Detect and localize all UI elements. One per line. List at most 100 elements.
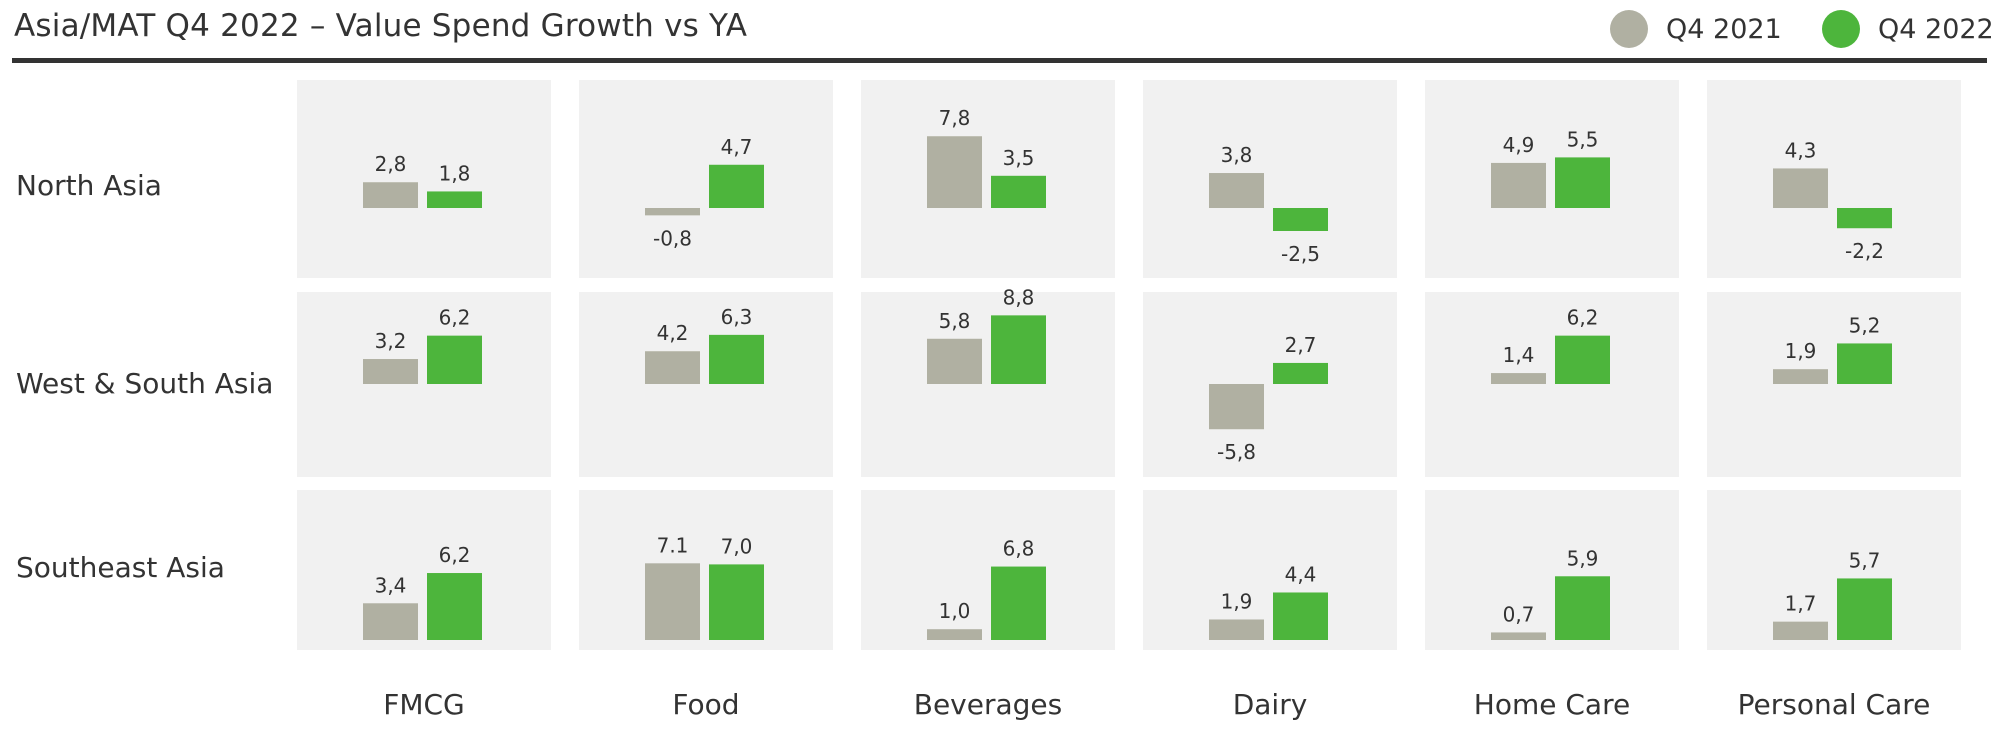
data-label-1-2-1: 8,8 [1003, 285, 1035, 309]
bar-0-5-1 [1837, 208, 1892, 229]
data-label-0-4-1: 5,5 [1567, 127, 1599, 151]
legend-label-q4-2021: Q4 2021 [1666, 13, 1782, 45]
panel-0-4 [1425, 80, 1679, 278]
bar-0-5-0 [1773, 168, 1828, 208]
bar-0-0-0 [363, 182, 418, 208]
bar-2-2-0 [927, 629, 982, 640]
data-label-1-2-0: 5,8 [939, 309, 971, 333]
bar-0-1-0 [645, 208, 700, 216]
panel-2-3 [1143, 490, 1397, 650]
data-label-2-1-1: 7,0 [721, 534, 753, 558]
panel-0-5 [1707, 80, 1961, 278]
data-label-2-5-1: 5,7 [1849, 548, 1881, 572]
bar-2-1-1 [709, 564, 764, 640]
bar-2-3-1 [1273, 592, 1328, 640]
bar-0-2-0 [927, 136, 982, 208]
data-label-1-4-1: 6,2 [1567, 306, 1599, 330]
data-label-2-1-0: 7.1 [657, 533, 689, 557]
row-label-north-asia: North Asia [16, 169, 162, 202]
legend-item-q4-2022: Q4 2022 [1822, 10, 1994, 48]
panel-1-1 [579, 292, 833, 477]
legend-swatch-q4-2022 [1822, 10, 1860, 48]
data-label-1-3-1: 2,7 [1285, 333, 1317, 357]
data-label-2-3-1: 4,4 [1285, 562, 1317, 586]
data-label-0-1-0: -0,8 [653, 226, 692, 250]
data-label-2-2-1: 6,8 [1003, 537, 1035, 561]
title-rule [12, 58, 1987, 63]
panel-2-4 [1425, 490, 1679, 650]
bar-1-4-1 [1555, 335, 1610, 384]
bar-2-5-1 [1837, 578, 1892, 640]
panel-0-3 [1143, 80, 1397, 278]
bar-2-4-0 [1491, 632, 1546, 640]
data-label-0-4-0: 4,9 [1503, 133, 1535, 157]
data-label-2-3-0: 1,9 [1221, 589, 1253, 613]
data-label-2-4-0: 0,7 [1503, 602, 1535, 626]
data-label-1-0-1: 6,2 [439, 306, 471, 330]
bar-1-0-1 [427, 335, 482, 384]
data-label-2-4-1: 5,9 [1567, 546, 1599, 570]
panel-0-2 [861, 80, 1115, 278]
col-label-food: Food [672, 688, 740, 721]
bar-2-5-0 [1773, 621, 1828, 640]
col-label-personal-care: Personal Care [1737, 688, 1931, 721]
data-label-2-0-1: 6,2 [439, 543, 471, 567]
data-label-0-3-1: -2,5 [1281, 242, 1320, 266]
bar-1-5-1 [1837, 343, 1892, 384]
data-label-0-5-0: 4,3 [1785, 138, 1817, 162]
bar-1-5-0 [1773, 369, 1828, 384]
col-label-beverages: Beverages [913, 688, 1063, 721]
row-label-southeast-asia: Southeast Asia [16, 551, 225, 584]
panel-0-0 [297, 80, 551, 278]
legend-label-q4-2022: Q4 2022 [1878, 13, 1994, 45]
panel-1-5 [1707, 292, 1961, 477]
data-label-2-0-0: 3,4 [375, 573, 407, 597]
data-label-2-2-0: 1,0 [939, 599, 971, 623]
bar-0-1-1 [709, 164, 764, 208]
legend-swatch-q4-2021 [1610, 10, 1648, 48]
bar-0-0-1 [427, 191, 482, 208]
data-label-1-3-0: -5,8 [1217, 440, 1256, 464]
data-label-0-2-1: 3,5 [1003, 146, 1035, 170]
data-label-1-5-0: 1,9 [1785, 339, 1817, 363]
col-label-home-care: Home Care [1473, 688, 1631, 721]
bar-2-2-1 [991, 566, 1046, 640]
data-label-0-5-1: -2,2 [1845, 239, 1884, 263]
data-label-1-1-1: 6,3 [721, 305, 753, 329]
panel-2-1 [579, 490, 833, 650]
bar-2-1-0 [645, 563, 700, 640]
panel-1-0 [297, 292, 551, 477]
data-label-1-1-0: 4,2 [657, 321, 689, 345]
bar-2-4-1 [1555, 576, 1610, 640]
panel-2-5 [1707, 490, 1961, 650]
bar-1-3-1 [1273, 362, 1328, 384]
panel-2-0 [297, 490, 551, 650]
bar-1-2-1 [991, 315, 1046, 384]
panel-1-3 [1143, 292, 1397, 477]
data-label-1-5-1: 5,2 [1849, 313, 1881, 337]
data-label-0-2-0: 7,8 [939, 106, 971, 130]
legend-item-q4-2021: Q4 2021 [1610, 10, 1782, 48]
bar-2-3-0 [1209, 619, 1264, 640]
data-label-0-3-0: 3,8 [1221, 143, 1253, 167]
bar-2-0-0 [363, 603, 418, 640]
data-label-1-4-0: 1,4 [1503, 343, 1535, 367]
data-label-1-0-0: 3,2 [375, 329, 407, 353]
panel-1-2 [861, 292, 1115, 477]
bar-0-3-0 [1209, 173, 1264, 208]
chart-title: Asia/MAT Q4 2022 – Value Spend Growth vs… [14, 8, 748, 44]
bar-1-4-0 [1491, 373, 1546, 384]
data-label-0-0-0: 2,8 [375, 152, 407, 176]
bar-0-4-1 [1555, 157, 1610, 208]
bar-1-0-0 [363, 359, 418, 384]
data-label-0-1-1: 4,7 [721, 135, 753, 159]
col-label-dairy: Dairy [1232, 688, 1308, 721]
bar-1-2-0 [927, 338, 982, 384]
col-label-fmcg: FMCG [383, 688, 465, 721]
row-label-west-south-asia: West & South Asia [16, 367, 274, 400]
bar-0-3-1 [1273, 208, 1328, 231]
bar-2-0-1 [427, 573, 482, 640]
bar-1-1-0 [645, 351, 700, 384]
bar-1-3-0 [1209, 384, 1264, 430]
